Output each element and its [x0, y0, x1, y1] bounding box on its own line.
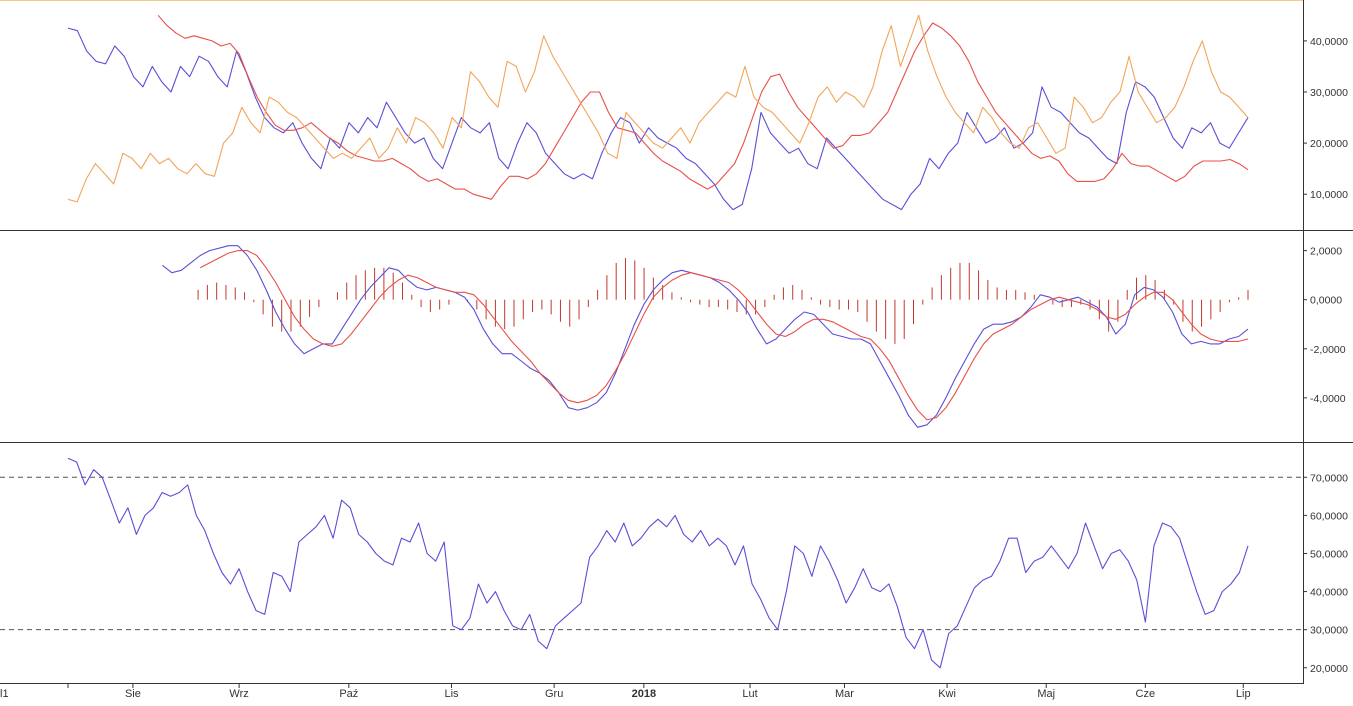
y-tick-label: 50,0000	[1310, 548, 1348, 560]
x-axis: l1 Sie Wrz Paź Lis Gru 2018 Lut Mar Kwi Maj Cze Lip	[0, 683, 1251, 700]
series-line-blue	[67, 27, 1249, 211]
x-tick-label: Mar	[835, 688, 854, 700]
x-tick-label: Lut	[742, 688, 757, 700]
y-tick-label: 2,0000	[1310, 246, 1342, 258]
macd-panel: -4,0000 -2,0000 0,0000 2,0000	[162, 245, 1346, 428]
y-tick-label: 0,0000	[1310, 295, 1342, 307]
y-tick-label: 30,0000	[1310, 87, 1348, 99]
series-line-orange	[67, 14, 1249, 203]
x-tick-label: Gru	[545, 688, 563, 700]
series-line-red	[157, 14, 1249, 200]
series-line-blue	[162, 245, 1249, 428]
y-tick-label: 20,0000	[1310, 138, 1348, 150]
series-line-blue	[67, 457, 1249, 669]
y-tick-label: 30,0000	[1310, 625, 1348, 637]
x-tick-label: Kwi	[938, 688, 956, 700]
x-tick-label: Wrz	[229, 688, 248, 700]
x-tick-label: Lip	[1236, 688, 1251, 700]
series-line-red	[199, 250, 1249, 421]
x-tick-label: Maj	[1037, 688, 1055, 700]
y-tick-label: -4,0000	[1310, 393, 1346, 405]
y-tick-label: 60,0000	[1310, 510, 1348, 522]
y-tick-label: 40,0000	[1310, 36, 1348, 48]
x-tick-label: Paź	[339, 688, 358, 700]
dmi-panel: 10,0000 20,0000 30,0000 40,0000	[67, 14, 1348, 211]
x-tick-label: 2018	[632, 688, 656, 700]
x-tick-label: Cze	[1136, 688, 1156, 700]
y-tick-label: 70,0000	[1310, 472, 1348, 484]
y-tick-label: 10,0000	[1310, 189, 1348, 201]
x-tick-label: l1	[0, 688, 9, 700]
y-tick-label: 20,0000	[1310, 663, 1348, 675]
rsi-panel: 20,0000 30,0000 40,0000 50,0000 60,0000 70,00…	[0, 457, 1348, 675]
y-tick-label: -2,0000	[1310, 344, 1346, 356]
x-tick-label: Sie	[125, 688, 141, 700]
x-tick-label: Lis	[444, 688, 459, 700]
y-tick-label: 40,0000	[1310, 587, 1348, 599]
